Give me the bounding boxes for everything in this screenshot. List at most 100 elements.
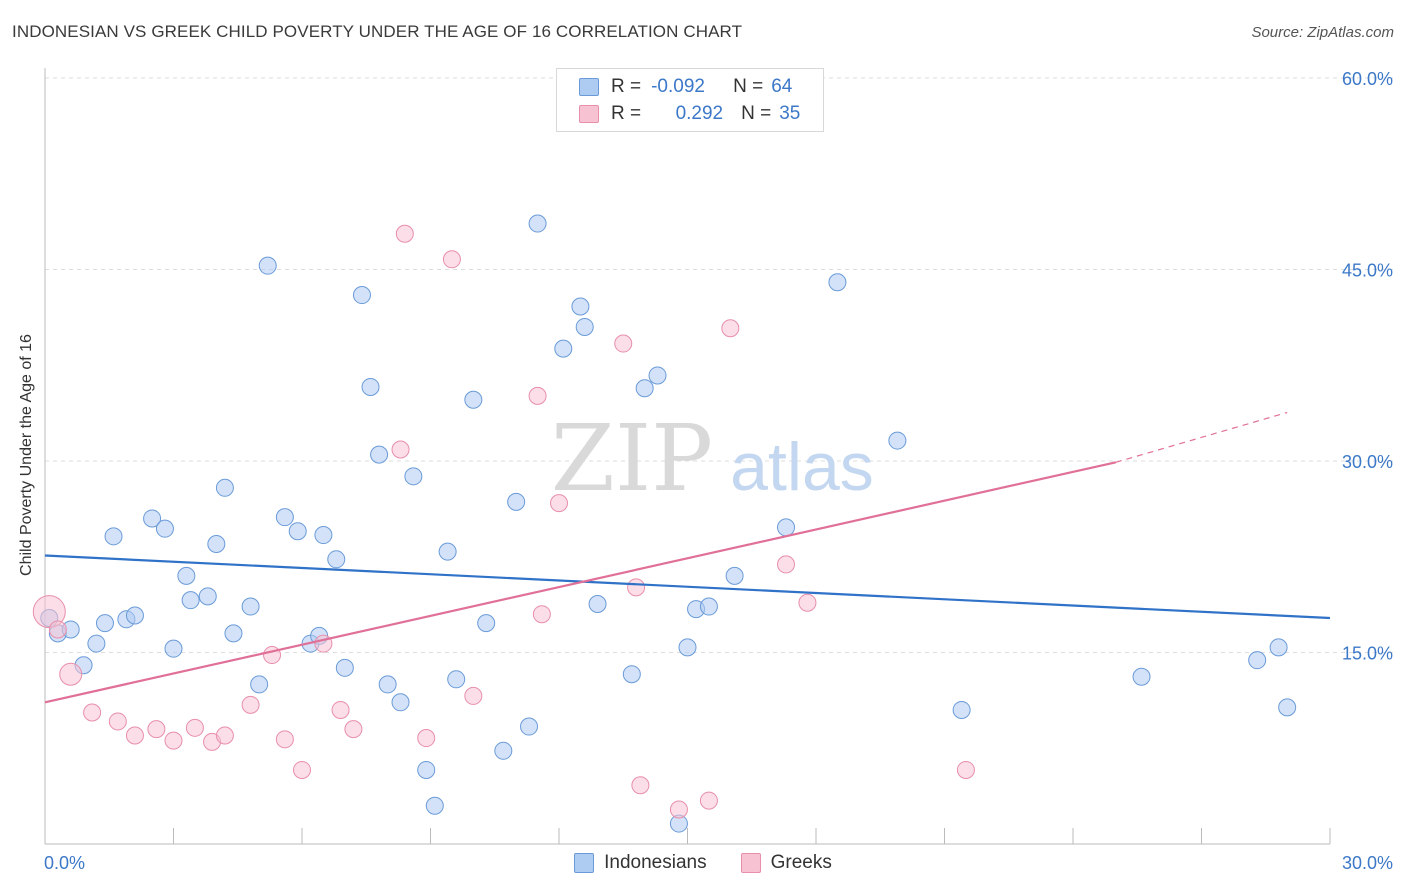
indonesians-point	[888, 431, 907, 450]
n-label: N =	[741, 103, 772, 124]
n-value: 64	[771, 76, 793, 97]
greeks-point	[275, 730, 294, 749]
indonesians-point	[250, 675, 269, 694]
greeks-point	[147, 720, 166, 739]
indonesians-point	[125, 606, 144, 625]
legend-item-greeks: Greeks	[740, 852, 832, 874]
indonesians-point	[275, 508, 294, 527]
indonesians-point	[177, 566, 196, 585]
indonesians-point	[571, 297, 590, 316]
indonesians-point	[648, 366, 667, 385]
data-points	[32, 214, 1297, 833]
indonesians-point	[494, 741, 513, 760]
legend-label: Indonesians	[604, 852, 707, 873]
greeks-point	[532, 605, 551, 624]
watermark: ZIP atlas	[551, 405, 874, 512]
indonesians-point	[417, 760, 436, 779]
legend-row-indonesians: R = -0.092 N = 64	[579, 75, 792, 99]
watermark-zip: ZIP	[551, 405, 713, 512]
series-legend: Indonesians Greeks	[0, 852, 1406, 874]
greeks-swatch	[740, 853, 761, 873]
indonesians-point	[164, 639, 183, 658]
indonesians-point	[575, 317, 594, 336]
indonesians-point	[404, 467, 423, 486]
indonesians-point	[207, 534, 226, 553]
indonesians-swatch	[574, 853, 595, 873]
greeks-point	[293, 760, 311, 779]
greeks-point	[331, 700, 350, 719]
indonesians-point	[828, 273, 847, 292]
greeks-point	[344, 720, 363, 739]
greeks-point	[777, 555, 796, 574]
axes	[44, 68, 1331, 845]
greeks-point	[614, 334, 633, 353]
greeks-point	[627, 578, 646, 597]
trend-lines	[44, 411, 1331, 704]
greeks-point	[631, 776, 650, 795]
greeks-point	[83, 703, 102, 722]
greeks-trend-line	[44, 461, 1117, 704]
r-value: 0.292	[675, 103, 724, 124]
indonesians-point	[1269, 638, 1288, 657]
indonesians-point	[1248, 651, 1267, 670]
tick-labels: 15.0% 30.0% 45.0% 60.0% 0.0% 30.0%	[44, 69, 1393, 873]
r-label: R =	[611, 103, 642, 124]
indonesians-point	[635, 379, 654, 398]
greeks-point	[798, 593, 817, 612]
indonesians-point	[335, 658, 354, 677]
x-tick-label: 30.0%	[1342, 853, 1393, 873]
greeks-point	[956, 760, 975, 779]
indonesians-point	[1132, 667, 1151, 686]
source-credit: Source: ZipAtlas.com	[1251, 24, 1394, 41]
indonesians-point	[528, 214, 547, 233]
greeks-point	[417, 729, 436, 748]
indonesians-point	[622, 665, 641, 684]
indonesians-point	[391, 693, 410, 712]
greeks-point	[528, 386, 547, 405]
greeks-point	[395, 224, 414, 243]
indonesians-point	[224, 624, 243, 643]
x-tick-label: 0.0%	[44, 853, 85, 873]
indonesians-point	[678, 638, 697, 657]
indonesians-point	[361, 377, 380, 396]
y-tick-label: 60.0%	[1342, 69, 1393, 89]
indonesians-point	[438, 542, 457, 561]
greeks-point	[464, 686, 483, 705]
greeks-point	[215, 726, 234, 745]
r-label: R =	[611, 76, 642, 97]
greeks-point	[550, 494, 568, 513]
indonesians-point	[87, 634, 106, 653]
indonesians-point	[378, 675, 397, 694]
indonesians-point	[1278, 698, 1297, 717]
greeks-point	[241, 695, 260, 714]
correlation-legend: R = -0.092 N = 64 R = 0.292 N = 35	[556, 68, 824, 132]
y-tick-label: 30.0%	[1342, 452, 1393, 472]
greeks-point	[59, 662, 83, 686]
indonesians-point	[95, 614, 114, 633]
greeks-point	[391, 440, 410, 459]
indonesians-point	[588, 594, 607, 613]
indonesians-point	[370, 445, 389, 464]
n-value: 35	[779, 103, 801, 124]
indonesians-point	[554, 339, 573, 358]
indonesians-point	[258, 256, 277, 275]
watermark-atlas: atlas	[730, 429, 874, 505]
greeks-swatch	[579, 105, 599, 123]
indonesians-point	[520, 717, 539, 736]
indonesians-trend-line	[44, 554, 1331, 620]
indonesians-point	[464, 390, 483, 409]
indonesians-point	[288, 522, 307, 541]
indonesians-point	[155, 519, 174, 538]
indonesians-point	[447, 670, 466, 689]
y-tick-label: 15.0%	[1342, 644, 1393, 664]
legend-row-greeks: R = 0.292 N = 35	[579, 102, 800, 126]
indonesians-point	[143, 509, 162, 528]
chart-title: INDONESIAN VS GREEK CHILD POVERTY UNDER …	[12, 22, 743, 41]
indonesians-point	[352, 286, 371, 305]
greeks-point	[185, 718, 204, 737]
greeks-point	[48, 620, 67, 639]
greeks-trend-extension	[1115, 411, 1288, 463]
indonesians-point	[777, 518, 796, 537]
y-tick-label: 45.0%	[1342, 261, 1393, 281]
indonesians-point	[198, 587, 217, 606]
